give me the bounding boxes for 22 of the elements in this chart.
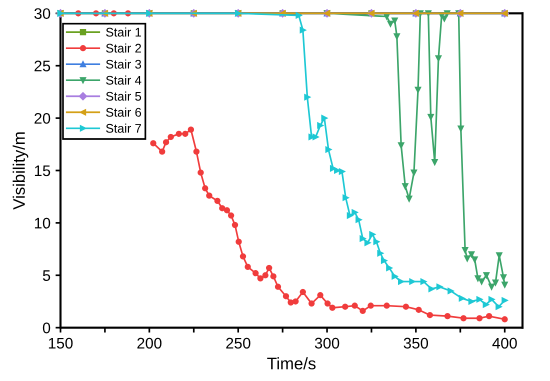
x-tick-label: 250 — [226, 338, 250, 349]
x-tick-label: 350 — [404, 338, 428, 349]
y-tick-label: 25 — [34, 60, 50, 72]
legend-label: Stair 7 — [106, 124, 141, 133]
y-axis-title: Visibility/m — [12, 132, 28, 210]
y-tick-label: 15 — [34, 166, 50, 176]
y-tick-label: 0 — [42, 322, 50, 334]
legend-label: Stair 3 — [106, 60, 142, 69]
x-tick-label: 400 — [492, 338, 517, 349]
y-tick-label: 5 — [42, 270, 50, 281]
x-tick-label: 200 — [137, 338, 162, 349]
x-tick-label: 300 — [314, 338, 340, 349]
x-axis-title: Time/s — [267, 357, 316, 370]
x-tick-label: 150 — [48, 338, 73, 349]
legend-label: Stair 4 — [106, 76, 142, 85]
legend-label: Stair 2 — [106, 43, 141, 53]
y-tick-label: 10 — [34, 218, 50, 229]
legend-label: Stair 5 — [106, 92, 142, 101]
y-tick-label: 30 — [34, 8, 50, 20]
legend-label: Stair 1 — [106, 27, 142, 37]
y-tick-label: 20 — [34, 112, 50, 124]
legend-label: Stair 6 — [106, 108, 142, 117]
